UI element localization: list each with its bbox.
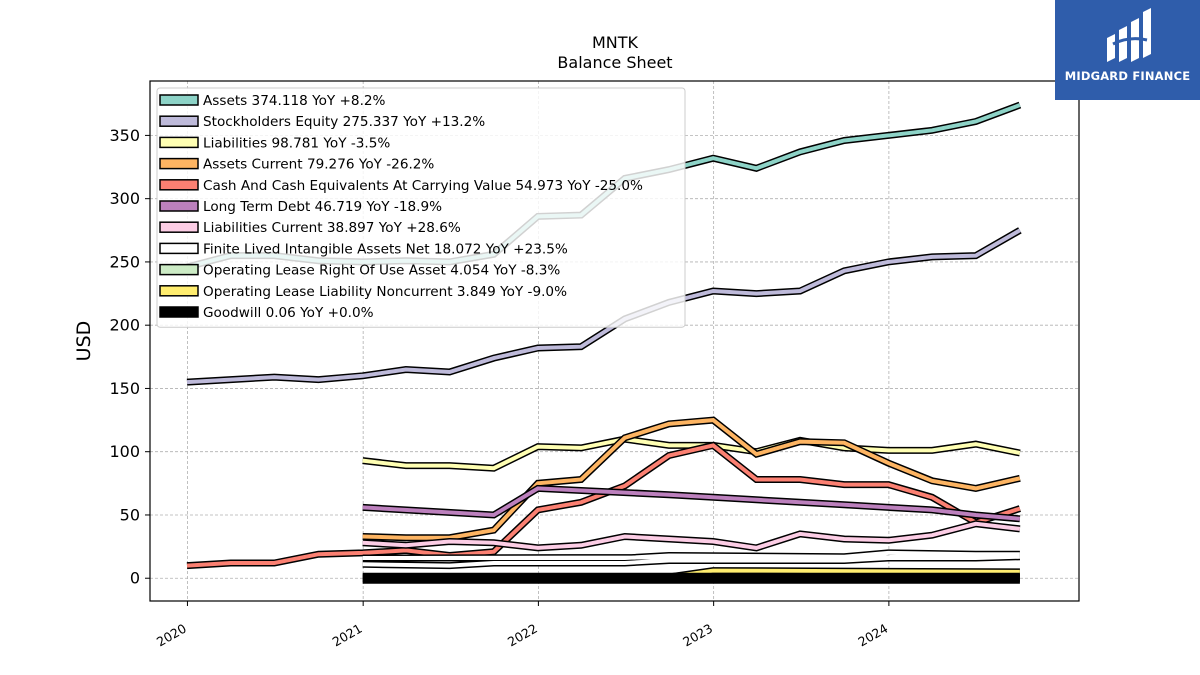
legend-entry: Stockholders Equity 275.337 YoY +13.2% xyxy=(203,114,485,130)
series-outline-assets-current xyxy=(362,416,1021,542)
midgard-finance-logo: MIDGARD FINANCE xyxy=(1055,0,1200,100)
legend-swatch xyxy=(159,306,199,318)
x-axis-ticks: 2020 2021 2022 2023 2024 xyxy=(154,601,890,650)
chart-subtitle: Balance Sheet xyxy=(557,53,672,72)
series-lines xyxy=(186,101,1022,584)
logo-text: MIDGARD FINANCE xyxy=(1064,69,1191,83)
series-line-liabilities-current xyxy=(362,521,1021,550)
y-tick-label: 350 xyxy=(109,126,140,145)
y-tick-label: 50 xyxy=(120,505,140,524)
midgard-logo-icon xyxy=(1107,8,1151,62)
y-tick-label: 150 xyxy=(109,379,140,398)
legend-swatch xyxy=(159,263,199,276)
legend-entry: Operating Lease Liability Noncurrent 3.8… xyxy=(203,284,567,300)
y-tick-label: 300 xyxy=(109,189,140,208)
legend-entry: Cash And Cash Equivalents At Carrying Va… xyxy=(203,178,643,194)
series-line-liabilities xyxy=(362,437,1021,471)
legend-swatch xyxy=(159,94,199,106)
x-tick-label: 2020 xyxy=(154,621,189,650)
legend-entry: Assets Current 79.276 YoY -26.2% xyxy=(203,157,434,173)
legend-box xyxy=(156,87,686,328)
legend-entry: Long Term Debt 46.719 YoY -18.9% xyxy=(203,199,442,215)
x-tick-label: 2021 xyxy=(330,621,365,650)
legend-entry: Liabilities Current 38.897 YoY +28.6% xyxy=(203,220,461,236)
y-tick-label: 100 xyxy=(109,442,140,461)
legend-swatch xyxy=(159,115,199,127)
y-tick-label: 250 xyxy=(109,252,140,271)
x-tick-label: 2023 xyxy=(680,621,715,650)
legend-swatch xyxy=(159,157,199,170)
legend-swatch xyxy=(159,285,199,297)
y-axis-label: USD xyxy=(73,321,95,362)
legend: Assets 374.118 YoY +8.2% Stockholders Equ… xyxy=(156,87,686,328)
series-line-finite-lived-intangible-assets-net xyxy=(362,550,1020,568)
legend-entry: Goodwill 0.06 YoY +0.0% xyxy=(203,305,374,321)
series-line-assets-current xyxy=(362,418,1021,540)
legend-swatch xyxy=(159,221,199,233)
legend-swatch xyxy=(159,136,199,149)
x-tick-label: 2024 xyxy=(855,621,890,650)
legend-entry: Assets 374.118 YoY +8.2% xyxy=(203,93,386,109)
legend-entry: Liabilities 98.781 YoY -3.5% xyxy=(203,135,390,151)
legend-swatch xyxy=(159,200,199,212)
y-tick-label: 200 xyxy=(109,316,140,335)
y-axis-ticks: 0 50 100 150 200 250 300 350 xyxy=(109,126,150,588)
chart-title: MNTK xyxy=(592,33,639,52)
legend-entry: Finite Lived Intangible Assets Net 18.07… xyxy=(203,241,568,257)
series-line-long-term-debt xyxy=(362,486,1021,521)
series-line-stockholders-equity xyxy=(186,228,1021,385)
legend-swatch xyxy=(159,179,199,191)
legend-swatch xyxy=(159,242,199,255)
plot-area-frame xyxy=(149,80,1080,602)
x-tick-label: 2022 xyxy=(505,621,540,650)
y-tick-label: 0 xyxy=(130,569,140,588)
legend-entry: Operating Lease Right Of Use Asset 4.054… xyxy=(203,263,560,279)
